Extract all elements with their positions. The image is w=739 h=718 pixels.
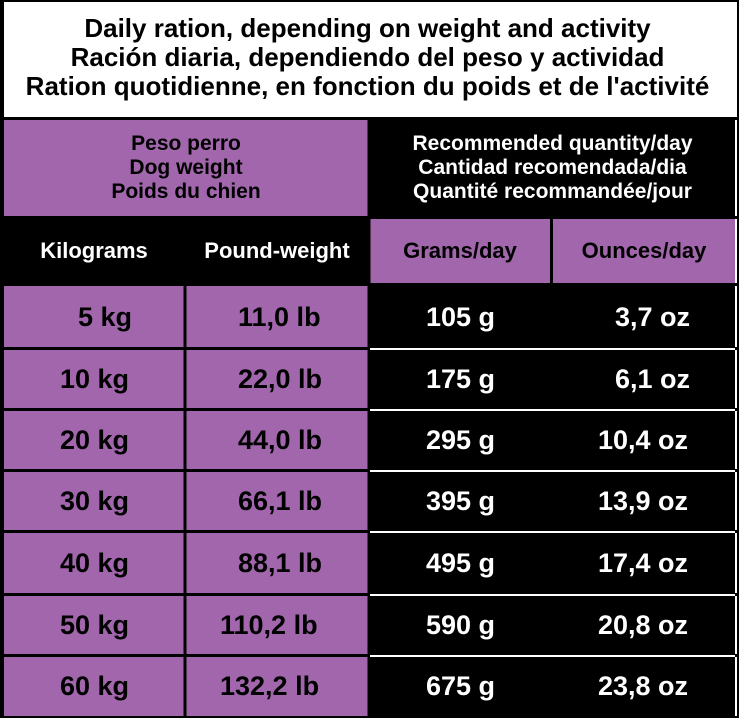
dog-weight-header-es: Peso perro — [131, 132, 241, 155]
table-cell-lb: 44,0 lb — [186, 411, 368, 469]
quantity-header-fr: Quantité recommandée/jour — [413, 180, 692, 203]
column-header-pound-weight: Pound-weight — [186, 219, 368, 283]
table-cell-grams: 675 g — [370, 657, 550, 716]
table-cell-ounces: 13,9 oz — [553, 472, 735, 530]
column-header-ounces-day: Ounces/day — [553, 219, 735, 283]
quantity-header-en: Recommended quantity/day — [412, 132, 693, 155]
title-line-french: Ration quotidienne, en fonction du poids… — [25, 71, 710, 101]
table-title: Daily ration, depending on weight and ac… — [0, 14, 735, 101]
dog-weight-header: Peso perro Dog weight Poids du chien — [4, 120, 368, 216]
title-line-spanish: Ración diaria, dependiendo del peso y ac… — [70, 42, 665, 72]
column-header-kilograms: Kilograms — [4, 219, 184, 283]
table-cell-kg: 30 kg — [4, 472, 184, 530]
dog-weight-header-en: Dog weight — [129, 156, 243, 179]
table-cell-kg: 10 kg — [4, 350, 184, 408]
dog-weight-header-fr: Poids du chien — [111, 180, 261, 203]
column-header-grams-day: Grams/day — [370, 219, 550, 283]
table-cell-grams: 295 g — [370, 411, 550, 469]
table-cell-grams: 395 g — [370, 472, 550, 530]
table-cell-grams: 105 g — [370, 286, 550, 348]
table-cell-lb: 22,0 lb — [186, 350, 368, 408]
table-cell-kg: 5 kg — [4, 286, 184, 348]
table-cell-lb: 66,1 lb — [186, 472, 368, 530]
table-cell-ounces: 17,4 oz — [553, 533, 735, 593]
table-cell-lb: 110,2 lb — [186, 596, 368, 654]
table-cell-kg: 50 kg — [4, 596, 184, 654]
table-cell-kg: 40 kg — [4, 533, 184, 593]
quantity-header-es: Cantidad recomendada/dia — [418, 156, 687, 179]
table-cell-kg: 20 kg — [4, 411, 184, 469]
table-cell-grams: 590 g — [370, 596, 550, 654]
title-line-english: Daily ration, depending on weight and ac… — [84, 13, 651, 43]
table-cell-ounces: 10,4 oz — [553, 411, 735, 469]
recommended-quantity-header: Recommended quantity/day Cantidad recome… — [370, 120, 735, 216]
table-cell-grams: 175 g — [370, 350, 550, 408]
table-cell-ounces: 6,1 oz — [553, 350, 735, 408]
table-cell-ounces: 23,8 oz — [553, 657, 735, 716]
table-cell-grams: 495 g — [370, 533, 550, 593]
table-cell-lb: 11,0 lb — [186, 286, 368, 348]
table-cell-kg: 60 kg — [4, 657, 184, 716]
table-cell-ounces: 3,7 oz — [553, 286, 735, 348]
table-cell-lb: 88,1 lb — [186, 533, 368, 593]
table-cell-ounces: 20,8 oz — [553, 596, 735, 654]
table-cell-lb: 132,2 lb — [186, 657, 368, 716]
